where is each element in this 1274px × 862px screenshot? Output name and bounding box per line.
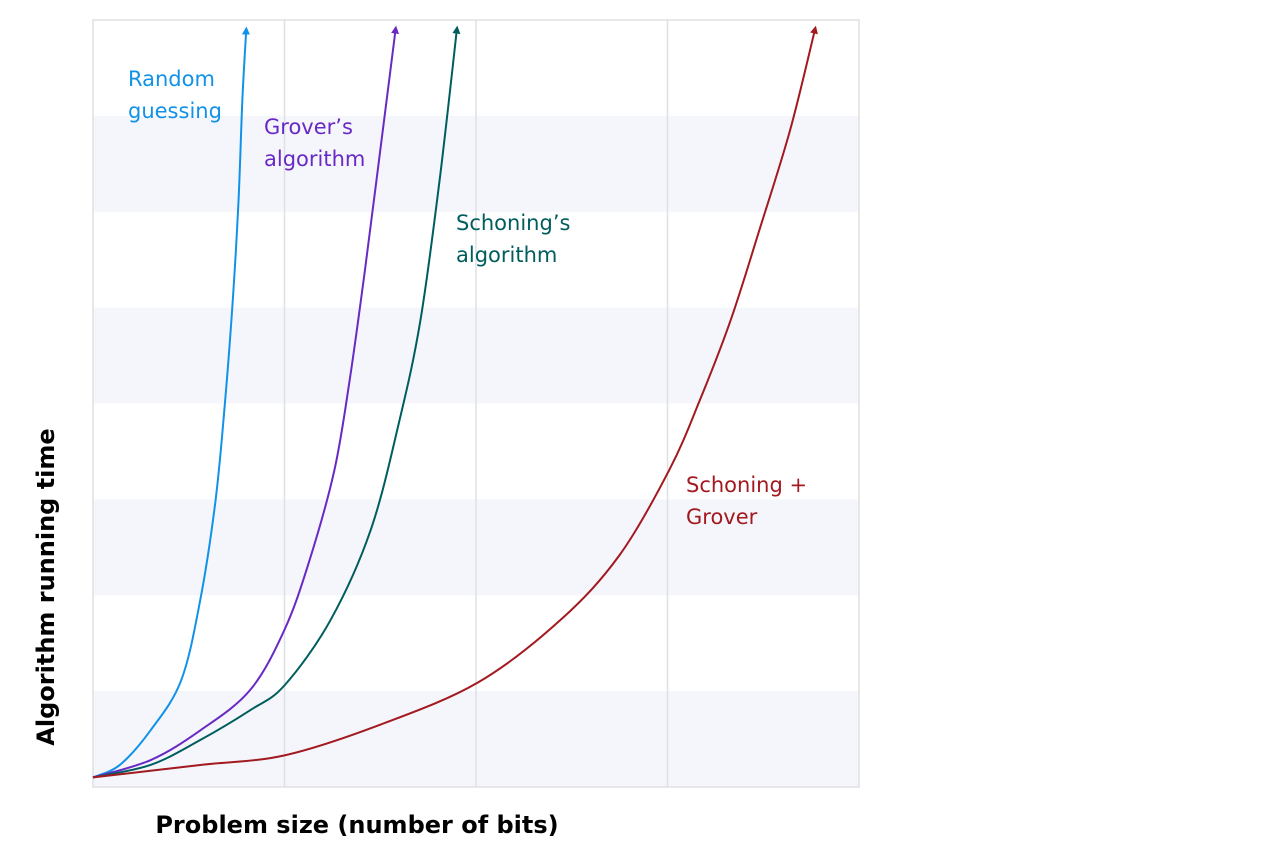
series-label: Schoning + Grover bbox=[686, 473, 807, 529]
series-label-line: Schoning + bbox=[686, 473, 807, 497]
series-label-line: Grover’s bbox=[264, 115, 353, 139]
line bbox=[92, 25, 461, 779]
series-label: Random guessing bbox=[128, 67, 222, 123]
series-label-line: algorithm bbox=[456, 243, 557, 267]
series-label-line: Random bbox=[128, 67, 215, 91]
series-label-line: Grover bbox=[686, 505, 758, 529]
grid bbox=[283, 20, 669, 787]
y-axis-label: Algorithm running time bbox=[32, 428, 60, 745]
line bbox=[92, 25, 818, 779]
line bbox=[92, 26, 250, 779]
x-axis-label: Problem size (number of bits) bbox=[155, 811, 558, 839]
line bbox=[92, 25, 400, 779]
series-label-line: Schoning’s bbox=[456, 211, 570, 235]
plot-border bbox=[92, 19, 860, 788]
series-label: Grover’s algorithm bbox=[264, 115, 365, 171]
series-label: Schoning’s algorithm bbox=[456, 211, 570, 267]
series-label-line: guessing bbox=[128, 99, 222, 123]
series-label-line: algorithm bbox=[264, 147, 365, 171]
